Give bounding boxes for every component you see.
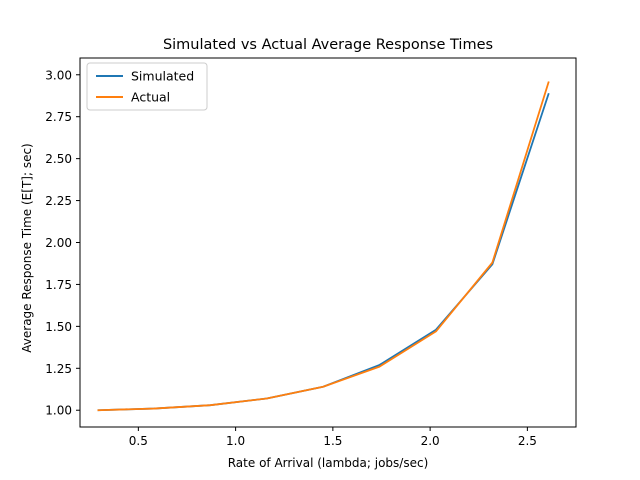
y-tick-label: 2.00 — [45, 236, 72, 250]
y-tick-label: 2.25 — [45, 194, 72, 208]
y-tick-label: 2.50 — [45, 152, 72, 166]
legend-label-simulated: Simulated — [131, 69, 194, 84]
y-tick-label: 1.50 — [45, 320, 72, 334]
y-axis-label: Average Response Time (E[T]; sec) — [20, 143, 34, 352]
chart-title: Simulated vs Actual Average Response Tim… — [163, 37, 493, 53]
y-tick-label: 1.00 — [45, 404, 72, 418]
x-axis-label: Rate of Arrival (lambda; jobs/sec) — [228, 456, 429, 470]
y-tick-label: 3.00 — [45, 68, 72, 82]
x-tick-label: 1.5 — [323, 434, 342, 448]
x-tick-label: 2.5 — [518, 434, 537, 448]
legend-label-actual: Actual — [131, 90, 170, 105]
y-tick-label: 2.75 — [45, 110, 72, 124]
series-line-actual — [97, 81, 550, 412]
y-tick-label: 1.25 — [45, 362, 72, 376]
plot-lines — [97, 81, 550, 412]
legend-box — [86, 62, 208, 111]
legend: Simulated Actual — [86, 62, 208, 111]
x-tick-label: 0.5 — [129, 434, 148, 448]
x-axis: 0.5 1.0 1.5 2.0 2.5 — [129, 427, 537, 448]
x-tick-label: 1.0 — [226, 434, 245, 448]
y-tick-label: 1.75 — [45, 278, 72, 292]
y-axis: 1.00 1.25 1.50 1.75 2.00 2.25 2.50 2.75 3.00 — [45, 68, 80, 418]
x-tick-label: 2.0 — [421, 434, 440, 448]
